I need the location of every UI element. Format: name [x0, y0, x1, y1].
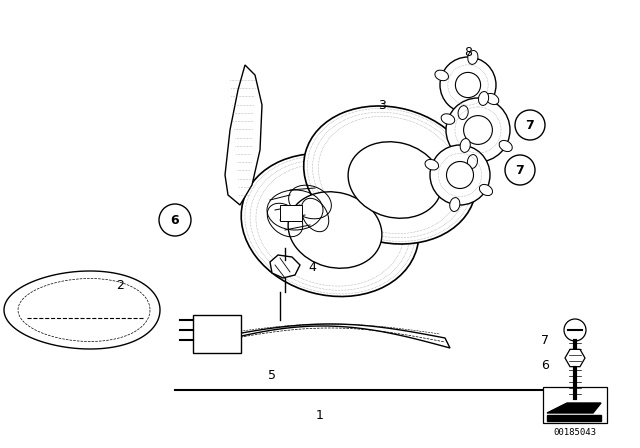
Ellipse shape	[441, 114, 455, 125]
Polygon shape	[565, 349, 585, 366]
Circle shape	[456, 73, 481, 98]
Ellipse shape	[288, 192, 382, 268]
Polygon shape	[195, 324, 450, 348]
Ellipse shape	[304, 106, 476, 244]
Ellipse shape	[458, 106, 468, 120]
Text: 7: 7	[525, 119, 534, 132]
Ellipse shape	[486, 94, 499, 104]
Bar	[280, 205, 302, 221]
Circle shape	[446, 98, 510, 162]
Ellipse shape	[460, 138, 470, 152]
Polygon shape	[225, 65, 262, 205]
Circle shape	[159, 204, 191, 236]
Circle shape	[515, 110, 545, 140]
Ellipse shape	[479, 91, 488, 105]
Text: 1: 1	[316, 409, 324, 422]
Ellipse shape	[348, 142, 442, 218]
Text: 00185043: 00185043	[554, 427, 596, 436]
Circle shape	[463, 116, 492, 144]
Ellipse shape	[499, 140, 512, 151]
Text: 8: 8	[464, 46, 472, 59]
Circle shape	[564, 319, 586, 341]
Text: 5: 5	[268, 369, 276, 382]
Text: 6: 6	[171, 214, 179, 227]
Text: 2: 2	[116, 279, 124, 292]
Circle shape	[430, 145, 490, 205]
Text: 6: 6	[541, 358, 549, 371]
Text: 7: 7	[541, 333, 549, 346]
Text: 7: 7	[516, 164, 524, 177]
Polygon shape	[547, 415, 601, 421]
Ellipse shape	[241, 154, 419, 297]
Polygon shape	[270, 255, 300, 278]
Ellipse shape	[468, 51, 478, 65]
Circle shape	[440, 57, 496, 113]
Text: 3: 3	[378, 99, 386, 112]
Ellipse shape	[435, 70, 449, 81]
Text: 4: 4	[308, 260, 316, 273]
Circle shape	[505, 155, 535, 185]
Bar	[543, 387, 607, 423]
Polygon shape	[4, 271, 160, 349]
Ellipse shape	[467, 155, 477, 168]
Ellipse shape	[450, 198, 460, 211]
Polygon shape	[547, 403, 601, 413]
Bar	[193, 315, 241, 353]
Ellipse shape	[479, 185, 493, 196]
Ellipse shape	[425, 159, 438, 170]
Circle shape	[447, 161, 474, 189]
